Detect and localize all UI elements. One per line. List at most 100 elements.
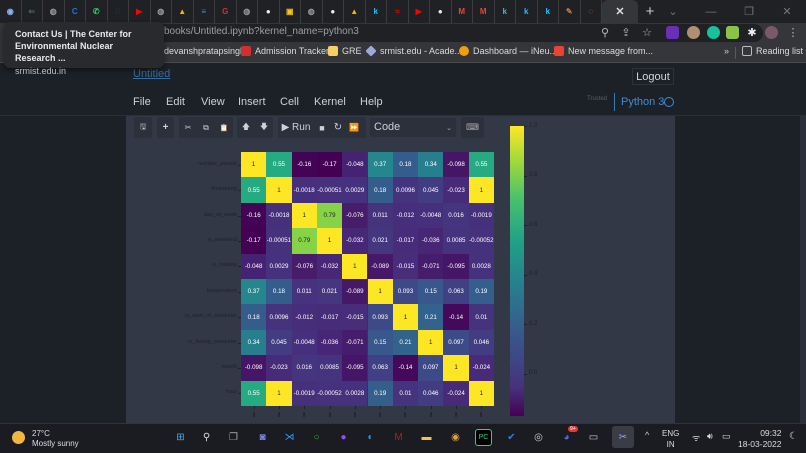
- browser-tab[interactable]: ◍: [237, 0, 258, 23]
- browser-tab[interactable]: ▶: [129, 0, 151, 23]
- taskbar-start-icon[interactable]: ⊞: [176, 432, 185, 443]
- browser-tab[interactable]: ◌: [581, 0, 602, 23]
- browser-tab[interactable]: ⇐: [22, 0, 43, 23]
- save-button[interactable]: 🖫: [139, 121, 147, 131]
- tab-search-icon[interactable]: ⌄: [668, 6, 678, 18]
- browser-tab[interactable]: ◍: [43, 0, 65, 23]
- menu-file[interactable]: File: [133, 96, 151, 108]
- bookmark-admission-tracker[interactable]: Admission Tracker: [241, 46, 329, 56]
- browser-tab[interactable]: ≈: [387, 0, 409, 23]
- move-up-button[interactable]: 🡅: [241, 121, 251, 131]
- keyboard-shortcuts-button[interactable]: ⌨: [466, 122, 479, 132]
- cell-type-select[interactable]: Code ⌄: [370, 118, 456, 137]
- menu-cell[interactable]: Cell: [280, 96, 299, 108]
- browser-tab[interactable]: ▲: [172, 0, 194, 23]
- taskbar-edge-icon[interactable]: ◐: [367, 432, 374, 443]
- extensions-puzzle-icon[interactable]: ✱: [747, 27, 757, 39]
- taskbar-terminal-icon[interactable]: ▭: [588, 432, 599, 443]
- language-indicator[interactable]: ENG IN: [662, 429, 680, 449]
- new-tab-button[interactable]: +: [645, 3, 655, 20]
- taskbar-vscode-icon[interactable]: ⋊: [284, 432, 295, 443]
- move-down-button[interactable]: 🡇: [259, 121, 269, 131]
- profile-avatar[interactable]: [765, 26, 778, 39]
- browser-tab[interactable]: k: [495, 0, 516, 23]
- taskbar-mcafee-icon[interactable]: M: [394, 432, 403, 443]
- browser-tab[interactable]: ◍: [151, 0, 172, 23]
- browser-tab[interactable]: ●: [258, 0, 280, 23]
- wifi-icon[interactable]: ᯤ: [692, 433, 701, 443]
- browser-tab[interactable]: ▶: [409, 0, 430, 23]
- browser-tab[interactable]: ≡: [194, 0, 215, 23]
- browser-tab[interactable]: C: [65, 0, 86, 23]
- taskbar-search-icon[interactable]: ⚲: [202, 432, 211, 443]
- share-icon[interactable]: ⇪: [621, 27, 631, 39]
- browser-tab[interactable]: G: [215, 0, 237, 23]
- menu-insert[interactable]: Insert: [238, 96, 266, 108]
- browser-tab[interactable]: ◍: [301, 0, 323, 23]
- menu-view[interactable]: View: [201, 96, 225, 108]
- minimize-button[interactable]: —: [705, 5, 717, 18]
- browser-tab[interactable]: M: [473, 0, 495, 23]
- bookmark-gre[interactable]: GRE: [328, 46, 362, 56]
- notebook-title[interactable]: Untitled: [133, 68, 171, 80]
- zoom-icon[interactable]: ⚲: [600, 27, 610, 39]
- browser-tab[interactable]: ●: [430, 0, 452, 23]
- insert-cell-button[interactable]: +: [162, 122, 169, 133]
- bookmark-star-icon[interactable]: ☆: [642, 27, 652, 39]
- taskbar-pycharm-icon[interactable]: PC: [475, 429, 492, 446]
- taskbar-chrome-icon[interactable]: ◉: [451, 432, 460, 443]
- notifications-moon-icon[interactable]: ☾: [789, 431, 798, 442]
- chrome-menu-icon[interactable]: ⋮: [787, 27, 799, 39]
- grammarly-icon[interactable]: [707, 26, 720, 39]
- restore-button[interactable]: ❐: [744, 6, 754, 18]
- taskbar-github-desktop-icon[interactable]: ●: [340, 432, 347, 443]
- extension-avatar-icon[interactable]: [687, 26, 700, 39]
- taskbar-discord-icon[interactable]: ◕: [563, 432, 570, 443]
- system-clock[interactable]: 09:32 18-03-2022: [738, 428, 782, 449]
- copy-button[interactable]: ⧉: [203, 122, 209, 132]
- page-scrollbar[interactable]: [800, 116, 806, 423]
- taskbar-task-view-icon[interactable]: ❐: [229, 432, 238, 443]
- restart-run-all-button[interactable]: ⏩: [349, 123, 359, 132]
- browser-tab[interactable]: k: [538, 0, 559, 23]
- browser-tab[interactable]: M: [452, 0, 473, 23]
- logout-button[interactable]: Logout: [632, 68, 674, 85]
- taskbar-todo-icon[interactable]: ✔: [507, 432, 516, 443]
- url-text[interactable]: books/Untitled.ipynb?kernel_name=python3: [164, 26, 359, 37]
- browser-tab[interactable]: k: [516, 0, 538, 23]
- browser-tab[interactable]: ✎: [559, 0, 581, 23]
- kernel-name[interactable]: Python 3: [621, 96, 665, 108]
- taskbar-teams-chat-icon[interactable]: ◙: [259, 432, 266, 443]
- browser-tab[interactable]: ●: [323, 0, 344, 23]
- battery-icon[interactable]: ▭: [722, 431, 731, 441]
- taskbar-app-ring-icon[interactable]: ○: [313, 432, 320, 443]
- active-tab-close-button[interactable]: ✕: [602, 0, 638, 23]
- bookmarks-overflow-button[interactable]: »: [724, 46, 730, 56]
- browser-tab[interactable]: D: [108, 0, 129, 23]
- run-button[interactable]: ▶ Run: [281, 122, 311, 133]
- interrupt-button[interactable]: ■: [319, 122, 325, 133]
- bookmark-devanshpratapsingh[interactable]: devanshpratapsingh: [164, 46, 246, 56]
- browser-tab[interactable]: k: [366, 0, 387, 23]
- taskbar-snipping-tool-icon[interactable]: ✂: [612, 426, 634, 448]
- trusted-indicator[interactable]: Trusted: [587, 96, 608, 102]
- volume-icon[interactable]: 🔊︎: [707, 431, 713, 441]
- menu-kernel[interactable]: Kernel: [314, 96, 346, 108]
- taskbar-file-explorer-icon[interactable]: ▬: [421, 432, 432, 443]
- tray-overflow-chevron[interactable]: ^: [645, 430, 650, 440]
- bookmark-srmist[interactable]: srmist.edu - Acade...: [365, 45, 462, 57]
- restart-button[interactable]: ↻: [333, 122, 343, 133]
- menu-edit[interactable]: Edit: [166, 96, 185, 108]
- cut-button[interactable]: ✂: [184, 123, 192, 132]
- reading-list-button[interactable]: Reading list: [742, 46, 803, 56]
- bookmark-dashboard-ineuron[interactable]: Dashboard — iNeu...: [459, 46, 557, 56]
- bookmark-new-message[interactable]: New message from...: [554, 46, 653, 56]
- browser-tab[interactable]: ✆: [86, 0, 108, 23]
- paste-button[interactable]: 📋: [219, 124, 229, 132]
- extension-library-icon[interactable]: [666, 26, 679, 39]
- browser-tab[interactable]: ◉: [0, 0, 22, 23]
- close-window-button[interactable]: ✕: [782, 6, 792, 18]
- browser-tab[interactable]: ▣: [280, 0, 301, 23]
- browser-tab[interactable]: ▲: [344, 0, 366, 23]
- taskbar-obs-icon[interactable]: ◎: [534, 432, 543, 443]
